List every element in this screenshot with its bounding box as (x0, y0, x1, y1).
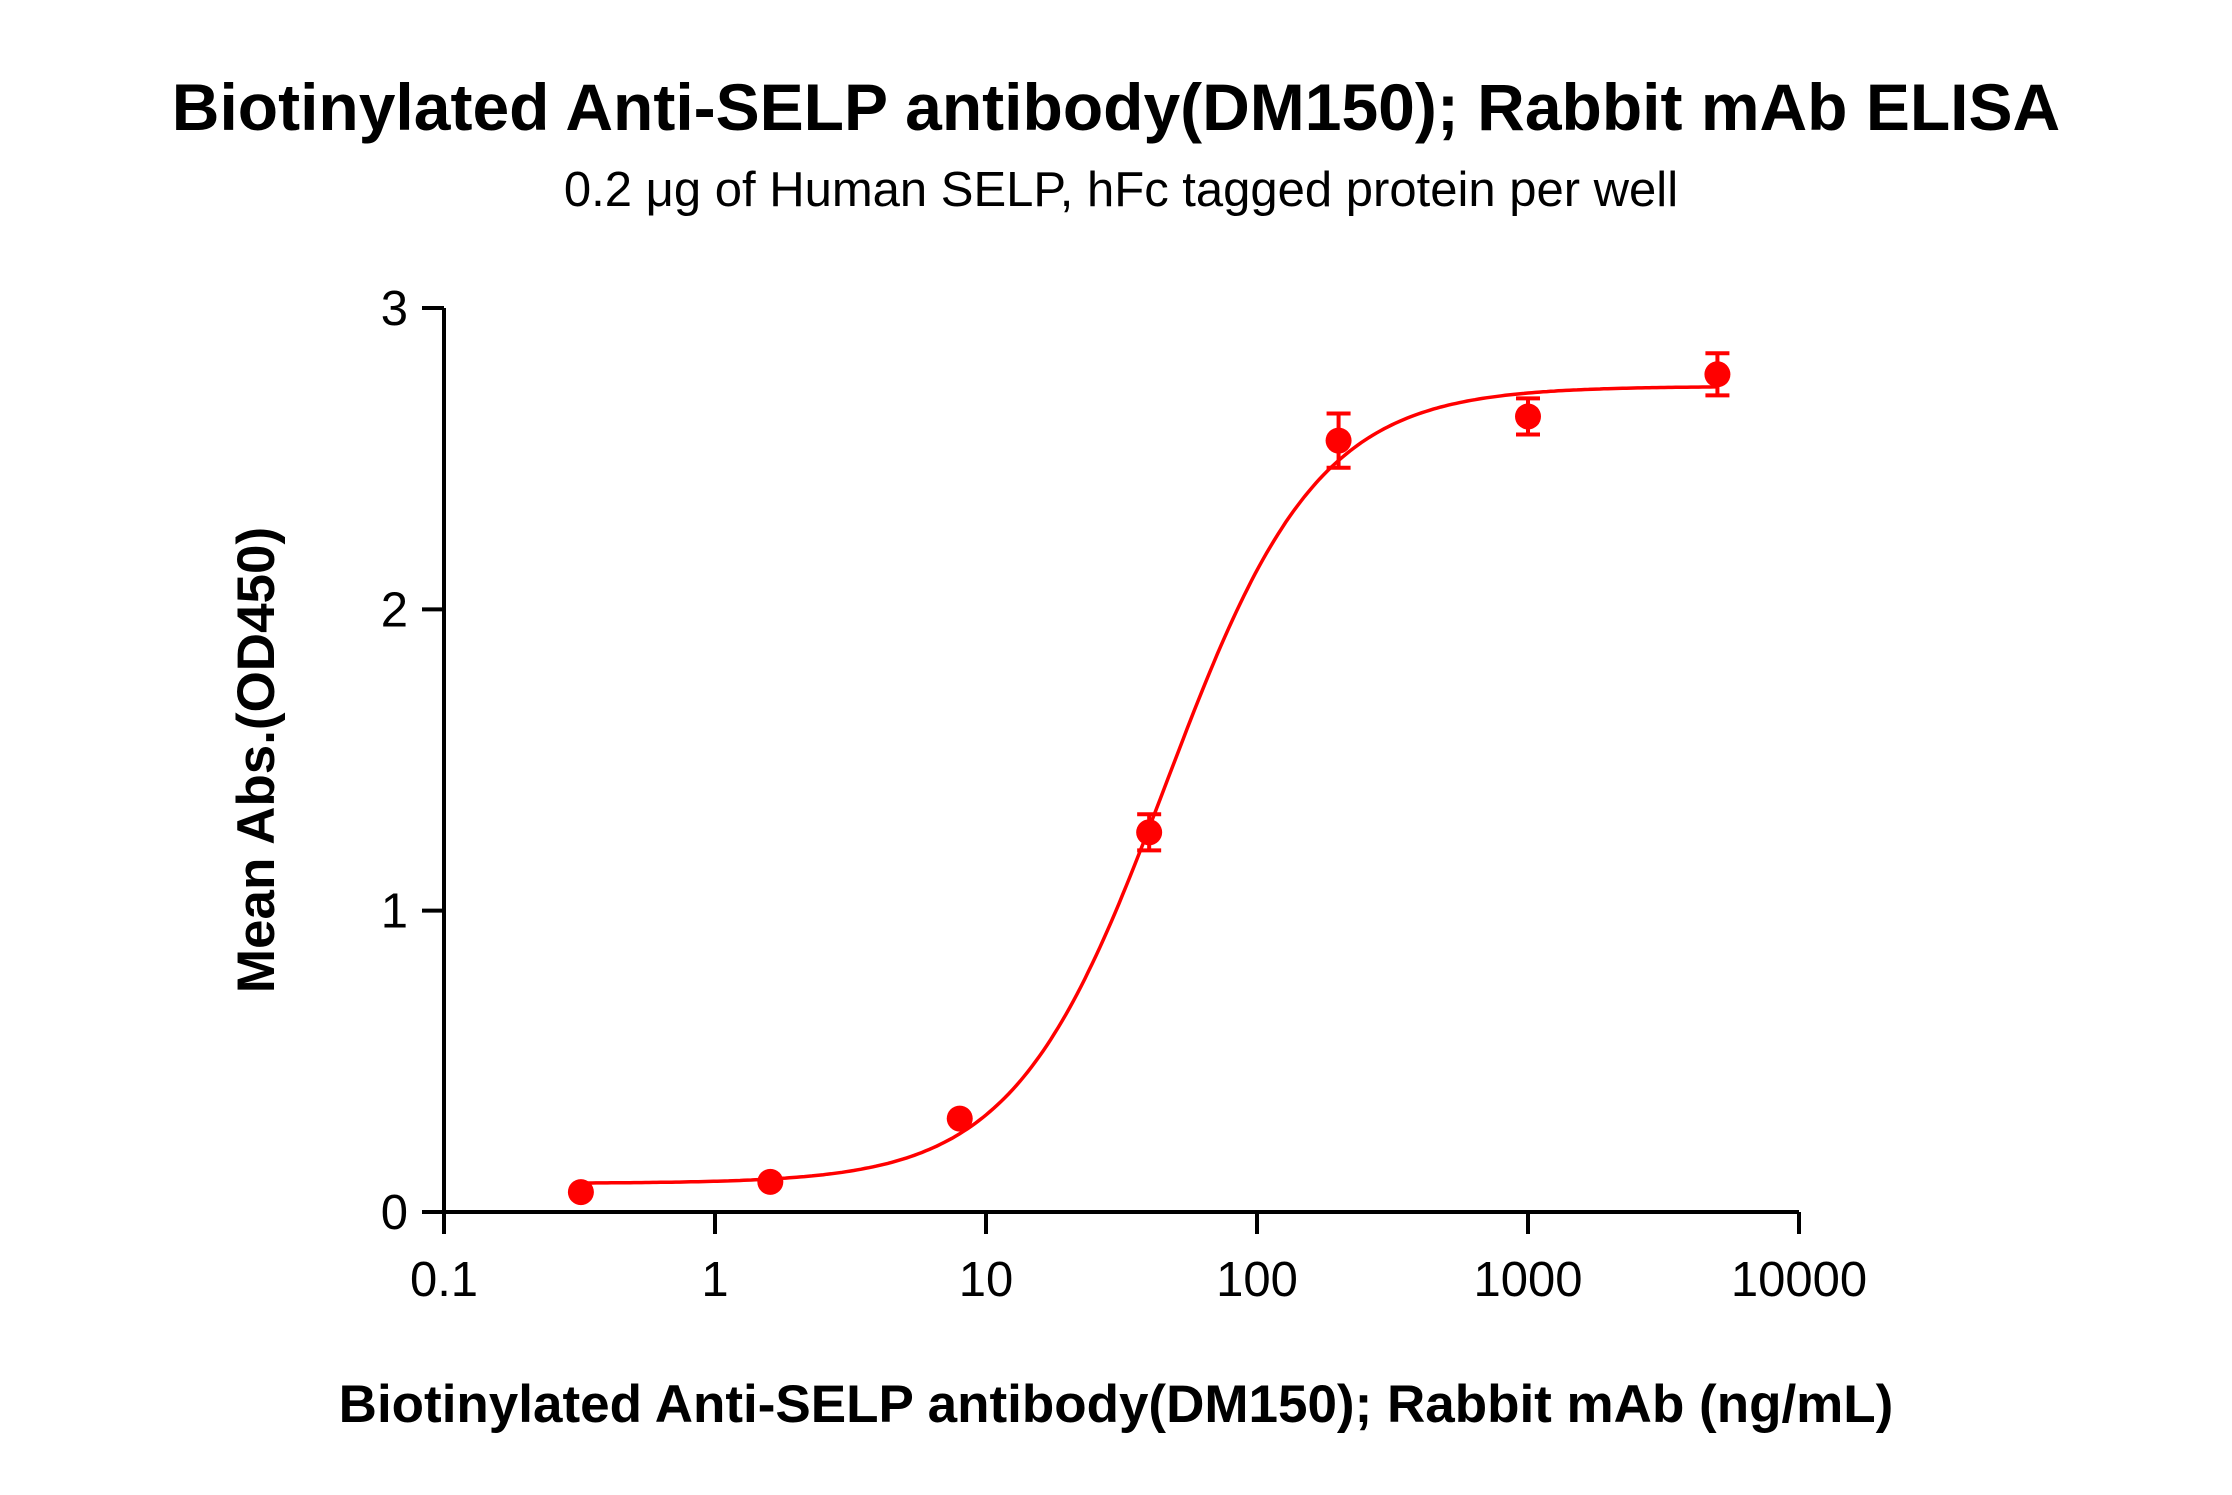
x-tick-label: 0.1 (410, 1253, 478, 1307)
data-point (1704, 361, 1731, 388)
x-tick-label: 10 (959, 1253, 1014, 1307)
chart-subtitle: 0.2 μg of Human SELP, hFc tagged protein… (564, 163, 1678, 217)
x-tick-label: 1 (701, 1253, 728, 1307)
data-point (946, 1105, 973, 1132)
data-point (1136, 819, 1163, 846)
x-tick-label: 1000 (1473, 1253, 1582, 1307)
y-tick-label: 0 (381, 1186, 408, 1240)
data-point (1325, 427, 1352, 454)
y-tick-label: 2 (381, 583, 408, 637)
chart-title: Biotinylated Anti-SELP antibody(DM150); … (172, 70, 2060, 144)
x-tick-label: 100 (1216, 1253, 1298, 1307)
fit-curve (580, 385, 1718, 1185)
plot-area (567, 351, 1731, 1206)
data-point (567, 1179, 594, 1206)
y-tick-label: 3 (381, 282, 408, 336)
x-tick-label: 10000 (1731, 1253, 1867, 1307)
data-point (1515, 403, 1541, 430)
x-axis-label: Biotinylated Anti-SELP antibody(DM150); … (339, 1375, 1894, 1434)
data-point (757, 1168, 784, 1195)
y-axis-label: Mean Abs.(OD450) (227, 527, 286, 993)
axes: 0.1 1 10 100 1000 10000 0 1 2 3 (381, 282, 1867, 1307)
y-tick-label: 1 (381, 885, 408, 939)
